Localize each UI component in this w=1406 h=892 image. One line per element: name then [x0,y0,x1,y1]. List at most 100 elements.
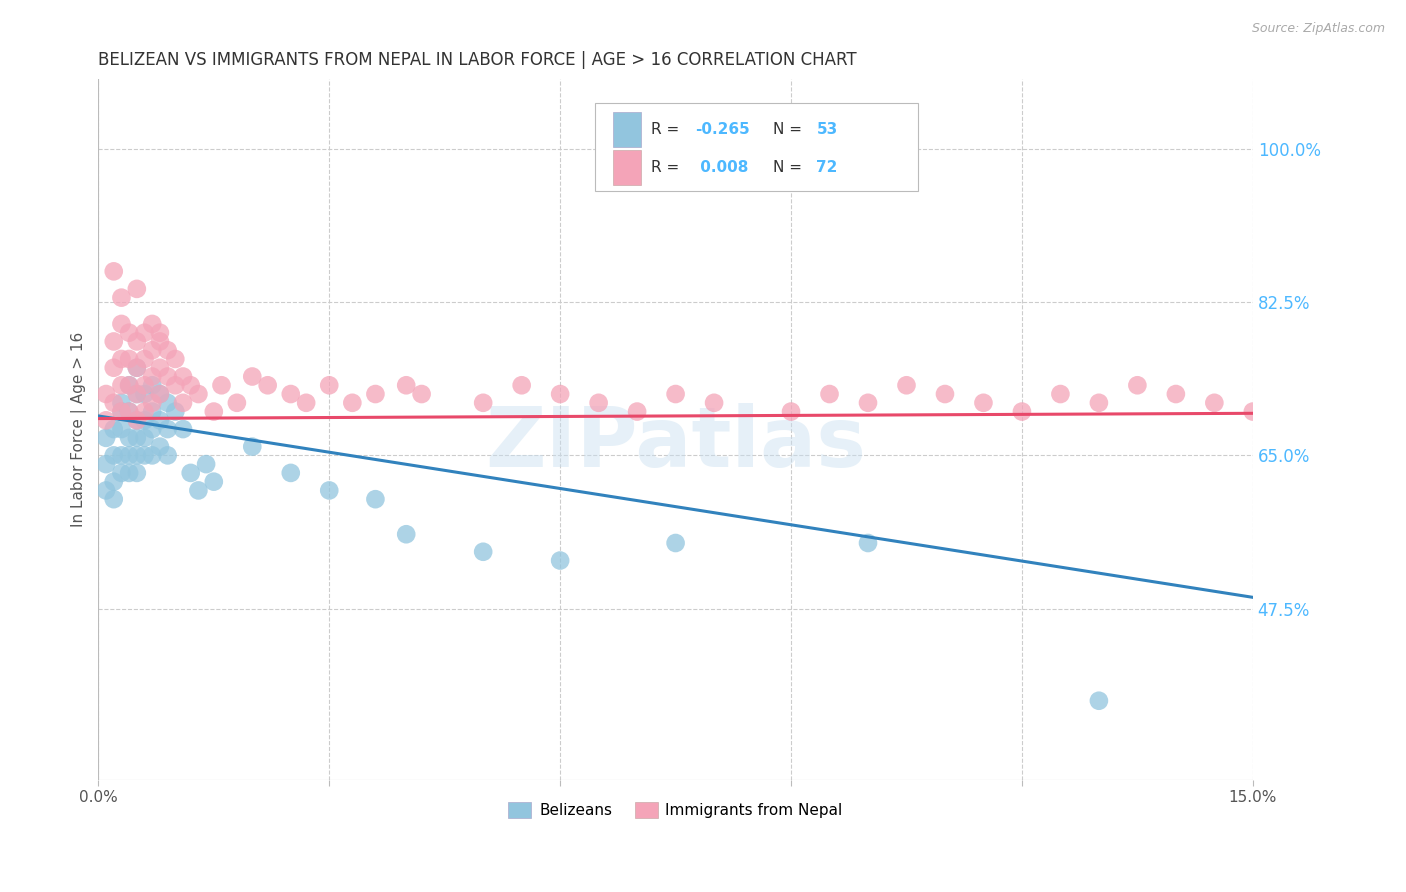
Point [395,378,418,392]
Point [172,422,194,436]
Text: ZIPatlas: ZIPatlas [485,402,866,483]
Point [125,360,148,375]
Point [295,396,318,410]
Point [149,387,172,401]
Point [211,378,233,392]
Point [149,413,172,427]
Point [110,466,132,480]
Point [94,483,117,498]
Point [149,387,172,401]
Point [103,422,125,436]
Text: Source: ZipAtlas.com: Source: ZipAtlas.com [1251,22,1385,36]
Point [818,387,841,401]
FancyBboxPatch shape [595,103,918,191]
Point [118,326,141,340]
Point [1088,694,1111,708]
Point [94,431,117,445]
Point [103,264,125,278]
Point [110,351,132,366]
Point [280,466,302,480]
Point [972,396,994,410]
Point [125,431,148,445]
Point [180,466,202,480]
Point [856,396,879,410]
Point [156,449,179,463]
Point [94,413,117,427]
Point [141,404,163,418]
Point [118,431,141,445]
Point [110,404,132,418]
Point [280,387,302,401]
Text: N =: N = [772,121,807,136]
Point [165,351,187,366]
Point [665,387,688,401]
Point [395,527,418,541]
Point [118,378,141,392]
Point [411,387,433,401]
Point [125,466,148,480]
Point [156,422,179,436]
Point [118,351,141,366]
Point [1241,404,1264,418]
Point [240,440,263,454]
Point [1204,396,1226,410]
Point [318,483,340,498]
Point [110,396,132,410]
Point [125,282,148,296]
Point [342,396,364,410]
Point [472,396,495,410]
Point [856,536,879,550]
Point [934,387,956,401]
Text: N =: N = [772,160,807,175]
Point [134,431,156,445]
Point [1049,387,1071,401]
Text: 72: 72 [817,160,838,175]
Point [134,413,156,427]
Point [141,378,163,392]
Point [149,326,172,340]
Point [149,440,172,454]
Point [472,545,495,559]
Point [118,378,141,392]
Point [134,404,156,418]
Text: R =: R = [651,160,685,175]
Point [134,378,156,392]
Point [318,378,340,392]
Point [1164,387,1187,401]
Point [118,404,141,418]
Point [364,492,387,507]
Point [548,553,571,567]
Point [156,369,179,384]
Point [165,378,187,392]
Point [134,351,156,366]
Point [134,326,156,340]
Point [626,404,648,418]
Point [156,343,179,358]
Point [110,422,132,436]
Point [125,413,148,427]
Point [202,404,225,418]
Point [103,360,125,375]
Point [780,404,803,418]
Point [125,360,148,375]
Point [94,457,117,471]
Point [103,396,125,410]
Point [256,378,278,392]
Point [588,396,610,410]
Text: BELIZEAN VS IMMIGRANTS FROM NEPAL IN LABOR FORCE | AGE > 16 CORRELATION CHART: BELIZEAN VS IMMIGRANTS FROM NEPAL IN LAB… [98,51,858,69]
Text: R =: R = [651,121,685,136]
Point [103,492,125,507]
Point [1126,378,1149,392]
Legend: Belizeans, Immigrants from Nepal: Belizeans, Immigrants from Nepal [502,797,849,824]
Point [110,449,132,463]
Point [110,291,132,305]
Point [141,317,163,331]
Point [103,334,125,349]
Point [187,483,209,498]
Point [110,378,132,392]
Point [202,475,225,489]
FancyBboxPatch shape [613,150,641,185]
Point [165,404,187,418]
Point [187,387,209,401]
Point [125,449,148,463]
